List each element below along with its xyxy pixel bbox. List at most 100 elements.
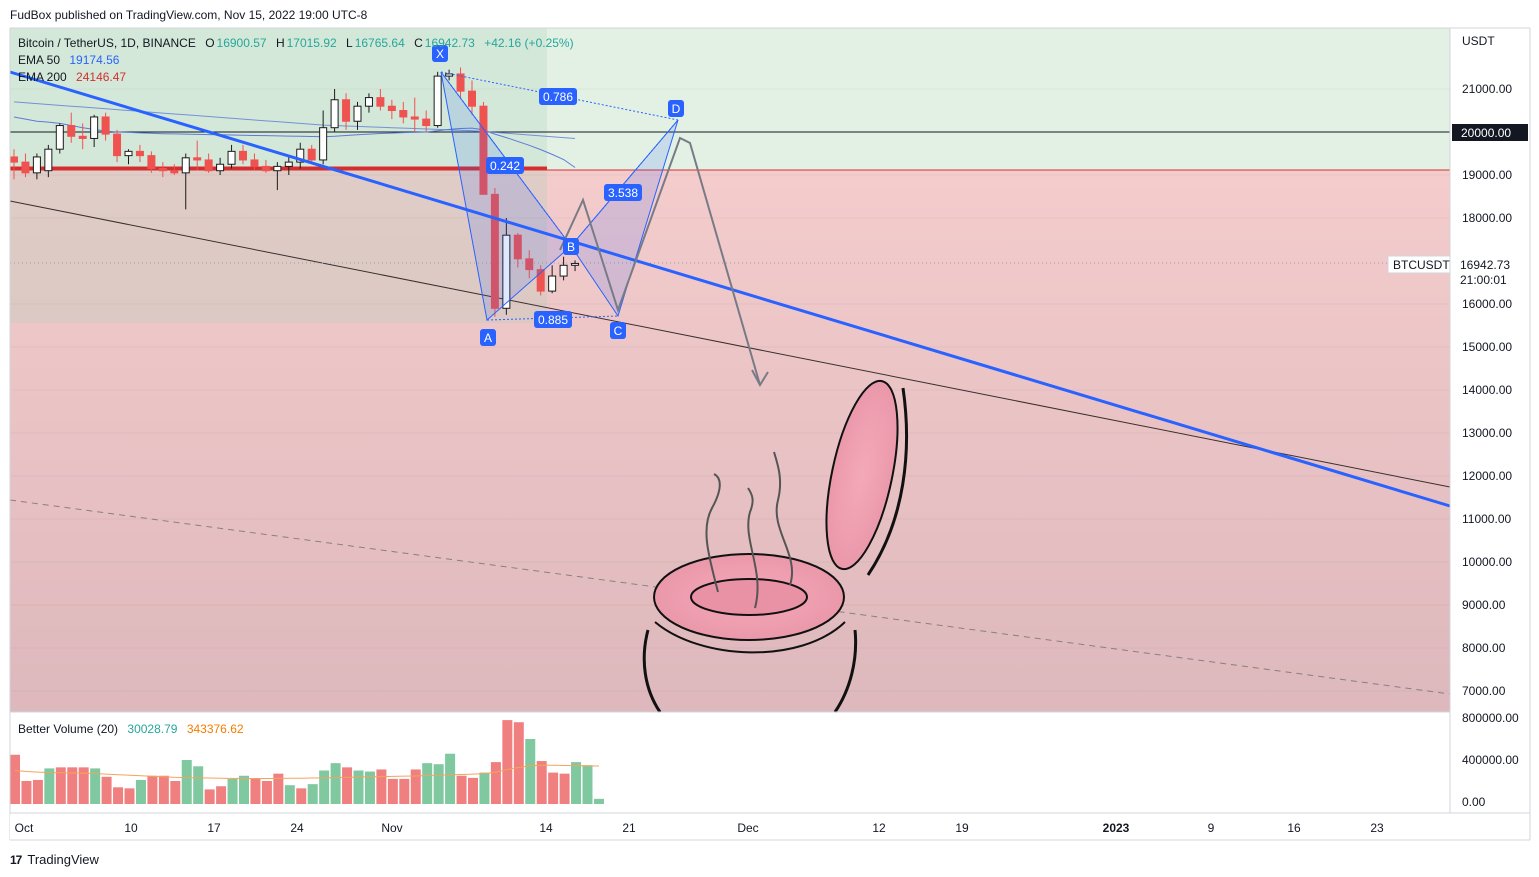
candle [525, 250, 534, 279]
volume-value-1: 30028.79 [127, 722, 178, 736]
descending-trendline [9, 70, 1451, 508]
price-tick-label: 10000.00 [1462, 555, 1512, 569]
candle-body [239, 150, 247, 161]
candle-body [101, 116, 110, 135]
point-label-a: A [480, 329, 496, 346]
candle [353, 101, 362, 130]
candle [376, 89, 385, 111]
candle-body [55, 125, 64, 150]
time-tick-label: 9 [1208, 821, 1215, 835]
volume-bar [468, 777, 478, 804]
price-tick-label: 16000.00 [1462, 297, 1512, 311]
candle-body [571, 262, 580, 266]
volume-label: Better Volume (20) [18, 722, 119, 736]
price-ticks: 21000.00 19000.00 18000.00 16000.00 15000.00… [1462, 82, 1512, 698]
volume-bar [376, 769, 387, 804]
candle-body [456, 73, 465, 92]
volume-ma-line [14, 764, 599, 779]
candle-body [513, 234, 522, 260]
volume-bar [387, 778, 398, 804]
volume-bar [490, 762, 501, 804]
volume-bar [433, 764, 444, 804]
toilet-lid [825, 379, 899, 571]
volume-bar [124, 788, 135, 804]
volume-bar [32, 779, 43, 804]
symbol-legend[interactable]: Bitcoin / TetherUS, 1D, BINANCE O 16900.5… [18, 36, 576, 50]
candle [456, 67, 465, 98]
volume-bar [513, 722, 524, 804]
candle [536, 265, 545, 296]
volume-bar [273, 773, 284, 804]
price-tick-label: 13000.00 [1462, 426, 1512, 440]
candle-body [44, 148, 53, 172]
ema50-legend[interactable]: EMA 50 19174.56 [18, 53, 121, 67]
candle [135, 144, 144, 163]
candle-body [445, 73, 454, 77]
candlestick-series [10, 67, 580, 317]
candle [32, 153, 41, 180]
volume-bars [10, 720, 604, 804]
candle [330, 89, 339, 132]
price-tick-label: 21000.00 [1462, 82, 1512, 96]
ratio-tag-0885: 0.885 [534, 311, 572, 328]
candle-body [296, 148, 305, 163]
candle-body [227, 150, 236, 165]
ema50-value: 19174.56 [69, 53, 120, 67]
candle [113, 129, 122, 163]
candle-body [387, 105, 396, 111]
price-tick-label: 12000.00 [1462, 469, 1512, 483]
volume-bar [78, 767, 89, 804]
volume-bar [353, 770, 364, 804]
candle-body [204, 159, 213, 172]
candle [410, 97, 419, 132]
volume-tick-label: 400000.00 [1462, 753, 1519, 767]
candle [513, 233, 522, 268]
volume-bar [44, 768, 55, 804]
low-value: 16765.64 [354, 36, 405, 50]
ema200-legend[interactable]: EMA 200 24146.47 [18, 70, 128, 84]
candle [342, 93, 351, 130]
time-ticks: Oct 10 17 24 Nov 14 21 Dec 12 19 2023 9 16 23 [15, 821, 1384, 835]
candle [170, 164, 179, 175]
volume-bar [330, 763, 341, 804]
candle [307, 144, 316, 163]
candle [21, 153, 30, 178]
price-tick-label: 9000.00 [1462, 598, 1506, 612]
volume-bar [342, 767, 353, 804]
price-tick-label: 7000.00 [1462, 684, 1506, 698]
svg-text:3.538: 3.538 [608, 186, 638, 200]
time-tick-label: 19 [955, 821, 969, 835]
svg-text:D: D [672, 102, 681, 116]
tradingview-brand[interactable]: 17 TradingView [10, 852, 99, 867]
volume-bar [571, 762, 582, 804]
symbol-name: Bitcoin / TetherUS, 1D, BINANCE [18, 36, 196, 50]
toilet-bowl [690, 578, 808, 616]
candle [548, 265, 557, 294]
price-tick-label: 15000.00 [1462, 340, 1512, 354]
volume-bar [502, 720, 513, 804]
candle [101, 112, 110, 141]
time-tick-label: 10 [124, 821, 138, 835]
volume-bar [113, 787, 124, 804]
candle [559, 256, 568, 281]
time-tick-label: 17 [207, 821, 221, 835]
candle-body [479, 105, 488, 195]
candle-body [113, 133, 122, 157]
toilet-drawing [642, 379, 909, 713]
volume-bar [284, 785, 295, 804]
candle [273, 162, 282, 191]
candle-body [319, 127, 328, 161]
candle [55, 123, 64, 154]
candle-body [135, 150, 144, 157]
open-label: O [205, 36, 215, 50]
point-label-c: C [610, 322, 626, 339]
volume-bar [582, 765, 593, 804]
candle [158, 162, 167, 178]
candle [479, 101, 488, 195]
candle-body [376, 97, 385, 107]
volume-bar [525, 739, 536, 804]
volume-legend[interactable]: Better Volume (20) 30028.79 343376.62 [18, 722, 246, 736]
volume-bar [296, 788, 307, 804]
candle [78, 123, 87, 150]
